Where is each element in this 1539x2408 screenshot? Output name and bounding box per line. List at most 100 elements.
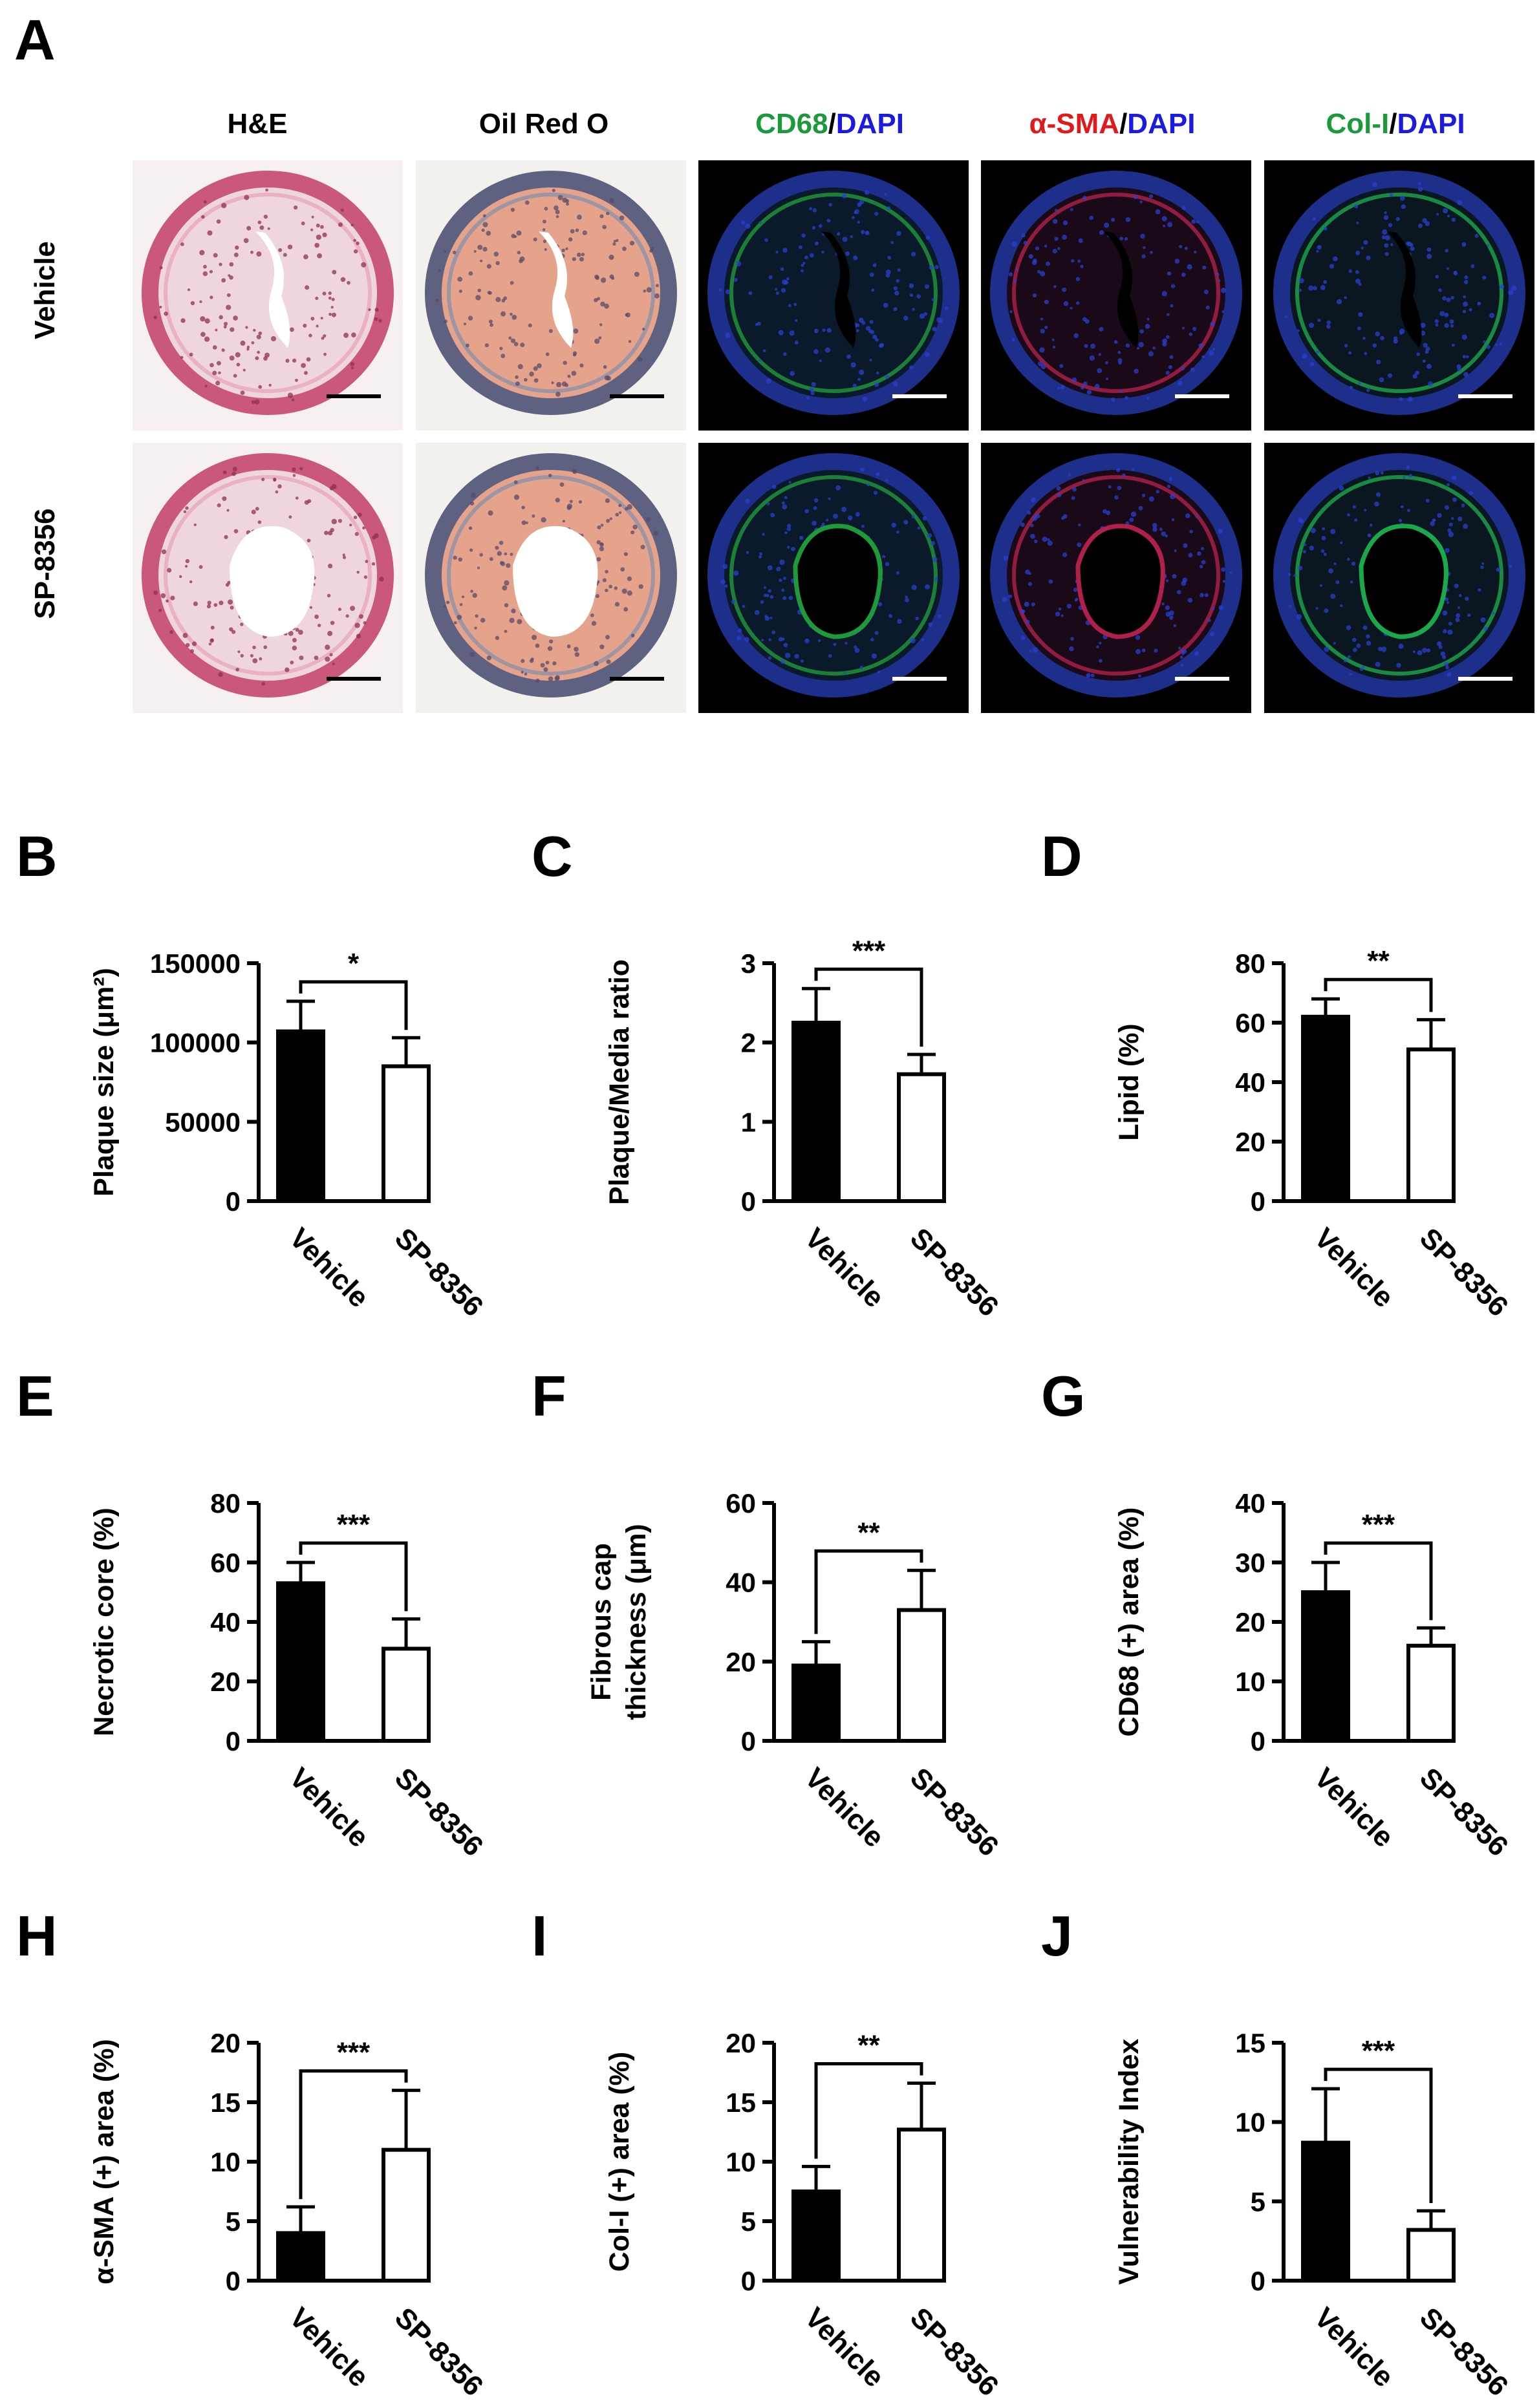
y-tick-label: 0 bbox=[741, 2266, 756, 2296]
y-tick-label: 60 bbox=[726, 1488, 756, 1518]
column-header-part: / bbox=[1119, 108, 1128, 140]
y-tick-label: 20 bbox=[726, 1646, 756, 1677]
y-tick-label: 10 bbox=[1235, 2107, 1265, 2138]
y-tick-label: 100000 bbox=[150, 1028, 241, 1058]
chart-panel-d: D 0 20 40 60 80 Lipid (%) Vehicle SP-8356 ** bbox=[1041, 824, 1514, 1323]
significance-marker: *** bbox=[1362, 1509, 1395, 1540]
y-tick-label: 30 bbox=[1235, 1548, 1265, 1578]
x-tick-label: SP-8356 bbox=[1414, 1762, 1514, 1862]
y-tick-label: 0 bbox=[226, 2266, 241, 2296]
panel-label-b: B bbox=[16, 824, 58, 888]
y-tick-label: 20 bbox=[210, 2028, 241, 2058]
y-tick-label: 3 bbox=[741, 948, 756, 979]
bar-sp-8356 bbox=[1406, 1047, 1456, 1204]
significance-marker: * bbox=[348, 948, 360, 979]
y-tick-label: 20 bbox=[726, 2028, 756, 2058]
panel-label-a: A bbox=[14, 8, 56, 72]
panel-label-j: J bbox=[1041, 1904, 1073, 1968]
y-tick-label: 1 bbox=[741, 1107, 756, 1137]
chart-panel-h: H 0 5 10 15 20 α-SMA (+) area (%) Vehicle SP-835… bbox=[16, 1904, 490, 2402]
x-tick-label: Vehicle bbox=[283, 1222, 375, 1314]
y-tick-label: 15 bbox=[210, 2087, 241, 2118]
y-tick-label: 15 bbox=[726, 2087, 756, 2118]
y-tick-label: 0 bbox=[741, 1726, 756, 1756]
column-header-part: DAPI bbox=[1127, 108, 1196, 140]
chart-panel-j: J 0 5 10 15 Vulnerability Index Vehicle SP-8356… bbox=[1041, 1904, 1514, 2402]
significance-bracket bbox=[1324, 2067, 1433, 2204]
bar-vehicle bbox=[276, 1029, 325, 1203]
micrograph-oil-red-o-sp8356 bbox=[416, 443, 686, 713]
y-axis-label: α-SMA (+) area (%) bbox=[89, 2039, 120, 2285]
panel-label-g: G bbox=[1041, 1364, 1085, 1428]
significance-marker: *** bbox=[337, 1509, 371, 1540]
significance-marker: *** bbox=[1362, 2035, 1395, 2067]
y-tick-label: 0 bbox=[1251, 1726, 1265, 1756]
y-tick-label: 60 bbox=[210, 1548, 241, 1578]
bar-vehicle bbox=[1301, 1014, 1350, 1204]
x-tick-label: Vehicle bbox=[799, 1222, 890, 1314]
y-tick-label: 15 bbox=[1235, 2028, 1265, 2058]
y-axis-label: CD68 (+) area (%) bbox=[1114, 1508, 1145, 1737]
significance-marker: ** bbox=[1367, 945, 1390, 977]
y-tick-label: 5 bbox=[1251, 2186, 1265, 2217]
y-tick-label: 80 bbox=[210, 1488, 241, 1518]
y-tick-label: 40 bbox=[726, 1568, 756, 1598]
x-tick-label: Vehicle bbox=[799, 2301, 890, 2393]
x-tick-label: SP-8356 bbox=[904, 1222, 1005, 1323]
x-tick-label: Vehicle bbox=[283, 2301, 375, 2393]
y-tick-label: 20 bbox=[1235, 1607, 1265, 1637]
y-tick-label: 0 bbox=[1251, 2266, 1265, 2296]
bar-vehicle bbox=[791, 2190, 841, 2283]
micrograph-asma-dapi-sp8356 bbox=[981, 443, 1251, 713]
x-tick-label: Vehicle bbox=[283, 1762, 375, 1853]
panel-label-i: I bbox=[532, 1904, 547, 1968]
micrograph-col1-dapi-vehicle bbox=[1264, 160, 1534, 431]
chart-panel-e: E 0 20 40 60 80 Necrotic core (%) Vehicle SP-835… bbox=[16, 1364, 490, 1862]
column-header-asma-dapi: α-SMA/DAPI bbox=[973, 110, 1251, 138]
y-tick-label: 60 bbox=[1235, 1008, 1265, 1038]
significance-bracket bbox=[299, 2069, 408, 2199]
y-tick-label: 150000 bbox=[150, 948, 241, 979]
y-axis-label: Lipid (%) bbox=[1114, 1023, 1145, 1141]
micrograph-cd68-dapi-vehicle bbox=[698, 160, 969, 431]
significance-bracket bbox=[1324, 1541, 1433, 1621]
chart-panel-f: F 0 20 40 60 Fibrous cap thickness (μm) Vehicle… bbox=[532, 1364, 1005, 1862]
chart-panel-g: G 0 10 20 30 40 CD68 (+) area (%) Vehicle SP-835… bbox=[1041, 1364, 1514, 1862]
chart-panel-i: I 0 5 10 15 20 Col-I (+) area (%) Vehicle SP-835… bbox=[532, 1904, 1005, 2402]
x-tick-label: Vehicle bbox=[1308, 2301, 1400, 2393]
column-header-oil-red-o: Oil Red O bbox=[405, 110, 683, 138]
micrograph-oil-red-o-vehicle bbox=[416, 160, 686, 431]
bar-sp-8356 bbox=[382, 1064, 431, 1204]
bar-vehicle bbox=[276, 1581, 325, 1743]
bar-sp-8356 bbox=[897, 1608, 946, 1743]
panel-label-e: E bbox=[16, 1364, 54, 1428]
y-tick-label: 40 bbox=[1235, 1067, 1265, 1098]
column-header-cd68-dapi: CD68/DAPI bbox=[691, 110, 969, 138]
bar-vehicle bbox=[1301, 2140, 1350, 2283]
y-axis-label: Plaque size (μm²) bbox=[89, 968, 120, 1197]
micrograph-he-sp8356 bbox=[133, 443, 403, 713]
bar-sp-8356 bbox=[1406, 2228, 1456, 2283]
chart-panel-c: C 0 1 2 3 Plaque/Media ratio Vehicle SP-8356 *** bbox=[532, 824, 1005, 1323]
x-tick-label: SP-8356 bbox=[1414, 2301, 1514, 2402]
y-tick-label: 0 bbox=[1251, 1186, 1265, 1217]
column-header-part: H&E bbox=[227, 108, 288, 140]
micrograph-asma-dapi-vehicle bbox=[981, 160, 1251, 431]
panel-label-h: H bbox=[16, 1904, 58, 1968]
y-axis-label: Vulnerability Index bbox=[1114, 2039, 1145, 2285]
y-tick-label: 2 bbox=[741, 1028, 756, 1058]
micrograph-cd68-dapi-sp8356 bbox=[698, 443, 969, 713]
x-tick-label: Vehicle bbox=[1308, 1762, 1400, 1853]
bar-sp-8356 bbox=[382, 1646, 431, 1743]
y-tick-label: 40 bbox=[210, 1607, 241, 1637]
significance-bracket bbox=[299, 980, 408, 1030]
y-tick-label: 40 bbox=[1235, 1488, 1265, 1518]
column-header-part: Col-I bbox=[1326, 108, 1390, 140]
significance-bracket bbox=[299, 1541, 408, 1612]
y-tick-label: 20 bbox=[210, 1667, 241, 1697]
y-axis-label: Necrotic core (%) bbox=[89, 1508, 120, 1736]
micrograph-he-vehicle bbox=[133, 160, 403, 431]
x-tick-label: SP-8356 bbox=[904, 1762, 1005, 1862]
chart-panel-b: B 0 50000 100000 150000 Plaque size (μm²) Vehi… bbox=[16, 824, 490, 1323]
significance-bracket bbox=[814, 967, 923, 1047]
